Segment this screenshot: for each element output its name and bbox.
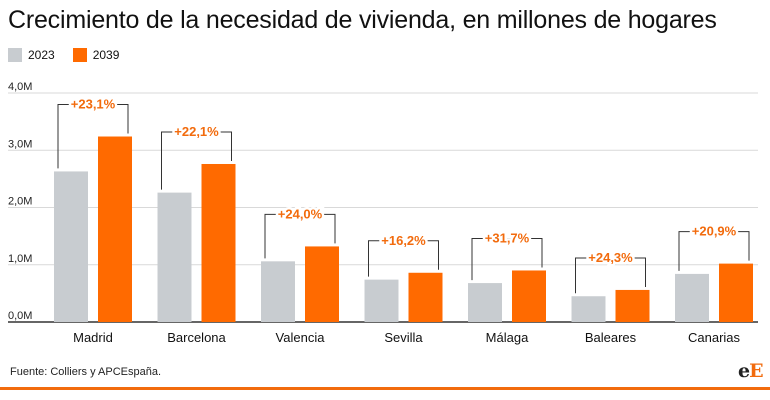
bar-2023 [571, 296, 606, 322]
chart-title: Crecimiento de la necesidad de vivienda,… [8, 6, 717, 34]
bottom-rule [0, 387, 770, 390]
bar-2023 [157, 192, 192, 322]
y-tick-label: 0,0M [8, 310, 32, 322]
bar-chart: 0,0M 1,0M 2,0M 3,0M 4,0M +23,1% Madrid +22,1% Ba… [8, 81, 758, 345]
y-tick-label: 3,0M [8, 138, 32, 150]
bar-2039 [512, 270, 546, 322]
growth-bracket [575, 257, 646, 294]
publisher-logo: eE [738, 360, 764, 382]
bar-2023 [54, 171, 88, 322]
legend-swatch-2039 [72, 48, 87, 62]
growth-bracket [57, 104, 129, 169]
y-tick-label: 1,0M [8, 253, 32, 265]
growth-label: +24,0% [278, 206, 323, 221]
bar-2039 [408, 272, 443, 322]
legend-swatch-2023 [8, 48, 22, 62]
bar-2039 [201, 163, 236, 322]
bar-2023 [261, 261, 295, 322]
growth-bracket [161, 131, 232, 190]
legend: 2023 2039 [8, 46, 137, 64]
bar-2039 [719, 263, 753, 322]
growth-label: +22,1% [174, 124, 219, 139]
growth-bracket [368, 240, 439, 277]
growth-label: +20,9% [692, 224, 737, 239]
bar-2023 [364, 279, 399, 322]
growth-label: +31,7% [485, 230, 530, 245]
growth-label: +24,3% [588, 250, 633, 265]
bar-2039 [98, 136, 132, 322]
category-label: Sevilla [384, 330, 423, 345]
growth-bracket [471, 237, 543, 281]
category-label: Canarias [688, 330, 741, 345]
legend-label-2039: 2039 [92, 48, 120, 62]
legend-label-2023: 2023 [28, 48, 55, 62]
y-tick-label: 2,0M [8, 196, 32, 208]
category-label: Málaga [486, 330, 529, 345]
bar-2039 [615, 289, 650, 322]
growth-label: +23,1% [71, 97, 116, 112]
growth-bracket [264, 213, 336, 259]
source-note: Fuente: Colliers y APCEspaña. [10, 366, 162, 378]
category-label: Madrid [73, 330, 113, 345]
y-tick-label: 4,0M [8, 81, 32, 93]
bar-2023 [675, 273, 709, 322]
category-label: Valencia [276, 330, 326, 345]
growth-label: +16,2% [381, 233, 426, 248]
legend-item-2023: 2023 [8, 48, 55, 62]
category-label: Baleares [585, 330, 637, 345]
legend-item-2039: 2039 [72, 48, 120, 62]
category-label: Barcelona [167, 330, 226, 345]
growth-bracket [678, 231, 750, 271]
bar-2023 [468, 283, 502, 322]
bar-2039 [305, 246, 339, 322]
